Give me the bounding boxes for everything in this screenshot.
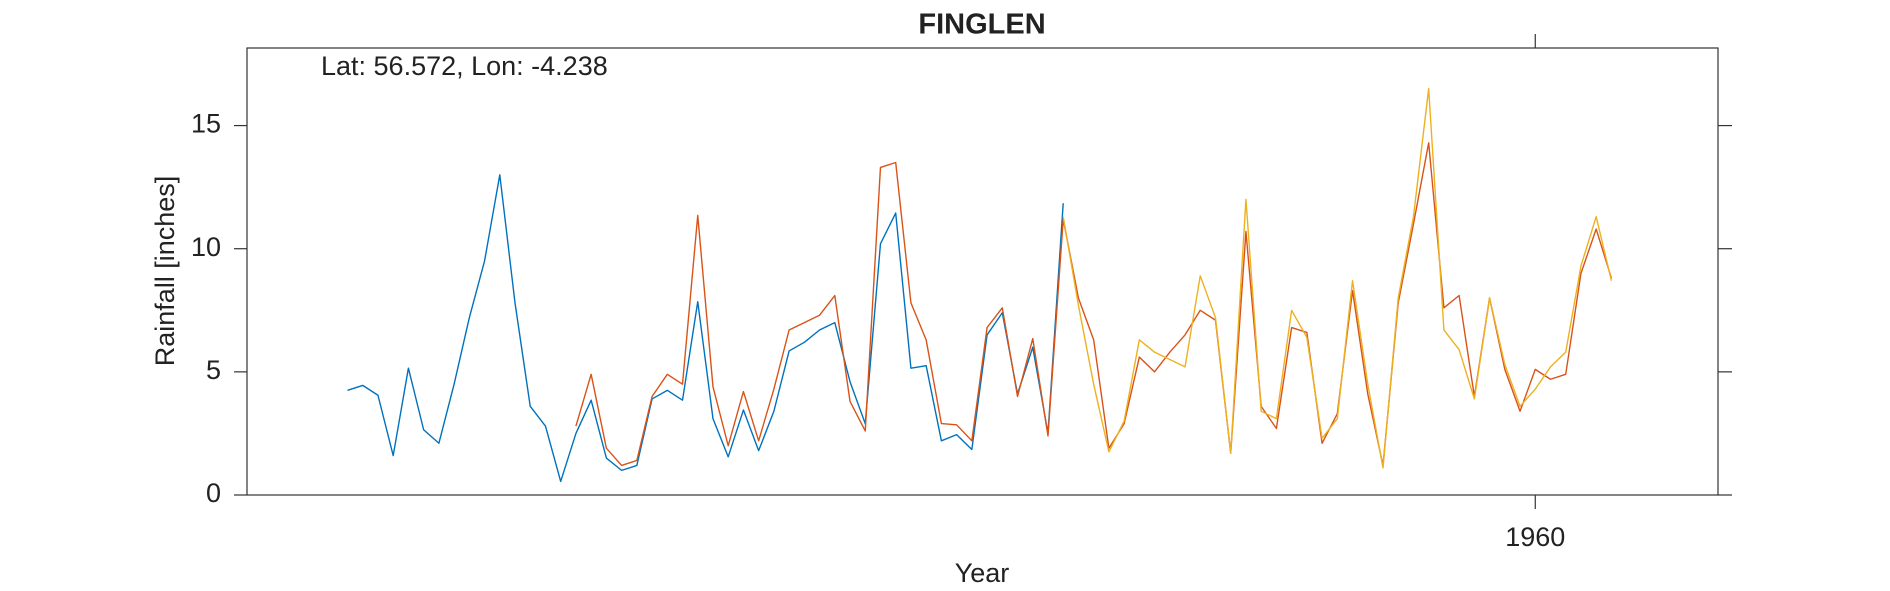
- y-tick-label: 5: [206, 355, 221, 385]
- y-axis-label: Rainfall [inches]: [150, 176, 180, 367]
- y-tick-label: 10: [191, 232, 221, 262]
- plot-frame: [246, 47, 1719, 496]
- x-axis-label: Year: [955, 558, 1010, 588]
- y-tick-label: 15: [191, 109, 221, 139]
- series-line: [347, 174, 1064, 483]
- y-tick-label: 0: [206, 478, 221, 508]
- chart-title: FINGLEN: [918, 9, 1045, 41]
- series-line: [575, 142, 1613, 467]
- annotation: Lat: 56.572, Lon: -4.238: [321, 51, 608, 81]
- series-line: [1062, 87, 1613, 469]
- x-tick-label: 1960: [1505, 522, 1565, 552]
